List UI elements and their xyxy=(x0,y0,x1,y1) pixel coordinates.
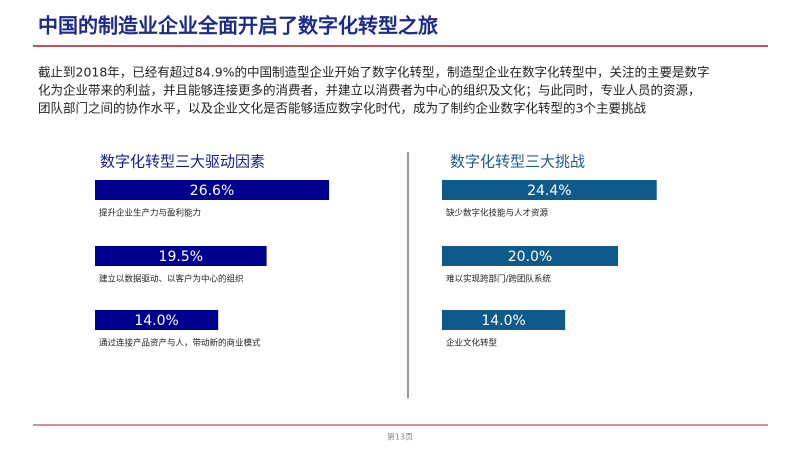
page-number: 第13页 xyxy=(387,432,413,442)
category-label: 通过连接产品资产与人，带动新的商业模式 xyxy=(99,338,261,349)
bar xyxy=(442,310,566,330)
value-label: 14.0% xyxy=(134,313,178,329)
bar xyxy=(95,310,219,330)
category-label: 缺少数字化技能与人才资源 xyxy=(446,208,549,219)
value-label: 19.5% xyxy=(159,249,203,265)
value-label: 20.0% xyxy=(508,249,552,265)
chart-title: 数字化转型三大驱动因素 xyxy=(100,153,265,171)
category-label: 难以实现跨部门/跨团队系统 xyxy=(446,274,551,285)
bar xyxy=(95,246,267,266)
category-label: 建立以数据驱动、以客户为中心的组织 xyxy=(99,274,244,285)
value-label: 24.4% xyxy=(527,183,571,199)
paragraph-line: 截止到2018年，已经有超过84.9%的中国制造型企业开始了数字化转型，制造型企… xyxy=(38,65,710,80)
category-label: 提升企业生产力与盈利能力 xyxy=(99,208,201,219)
bar xyxy=(442,246,618,266)
paragraph-line: 团队部门之间的协作水平，以及企业文化是否能够适应数字化时代，成为了制约企业数字化… xyxy=(38,101,646,116)
chart-title: 数字化转型三大挑战 xyxy=(450,153,585,171)
slide-title: 中国的制造业企业全面开启了数字化转型之旅 xyxy=(38,14,438,38)
bar xyxy=(442,180,657,200)
paragraph-line: 化为企业带来的利益，并且能够连接更多的消费者，并建立以消费者为中心的组织及文化；… xyxy=(38,83,701,98)
value-label: 14.0% xyxy=(481,313,525,329)
bar xyxy=(95,180,330,200)
category-label: 企业文化转型 xyxy=(446,338,498,349)
value-label: 26.6% xyxy=(190,183,234,199)
